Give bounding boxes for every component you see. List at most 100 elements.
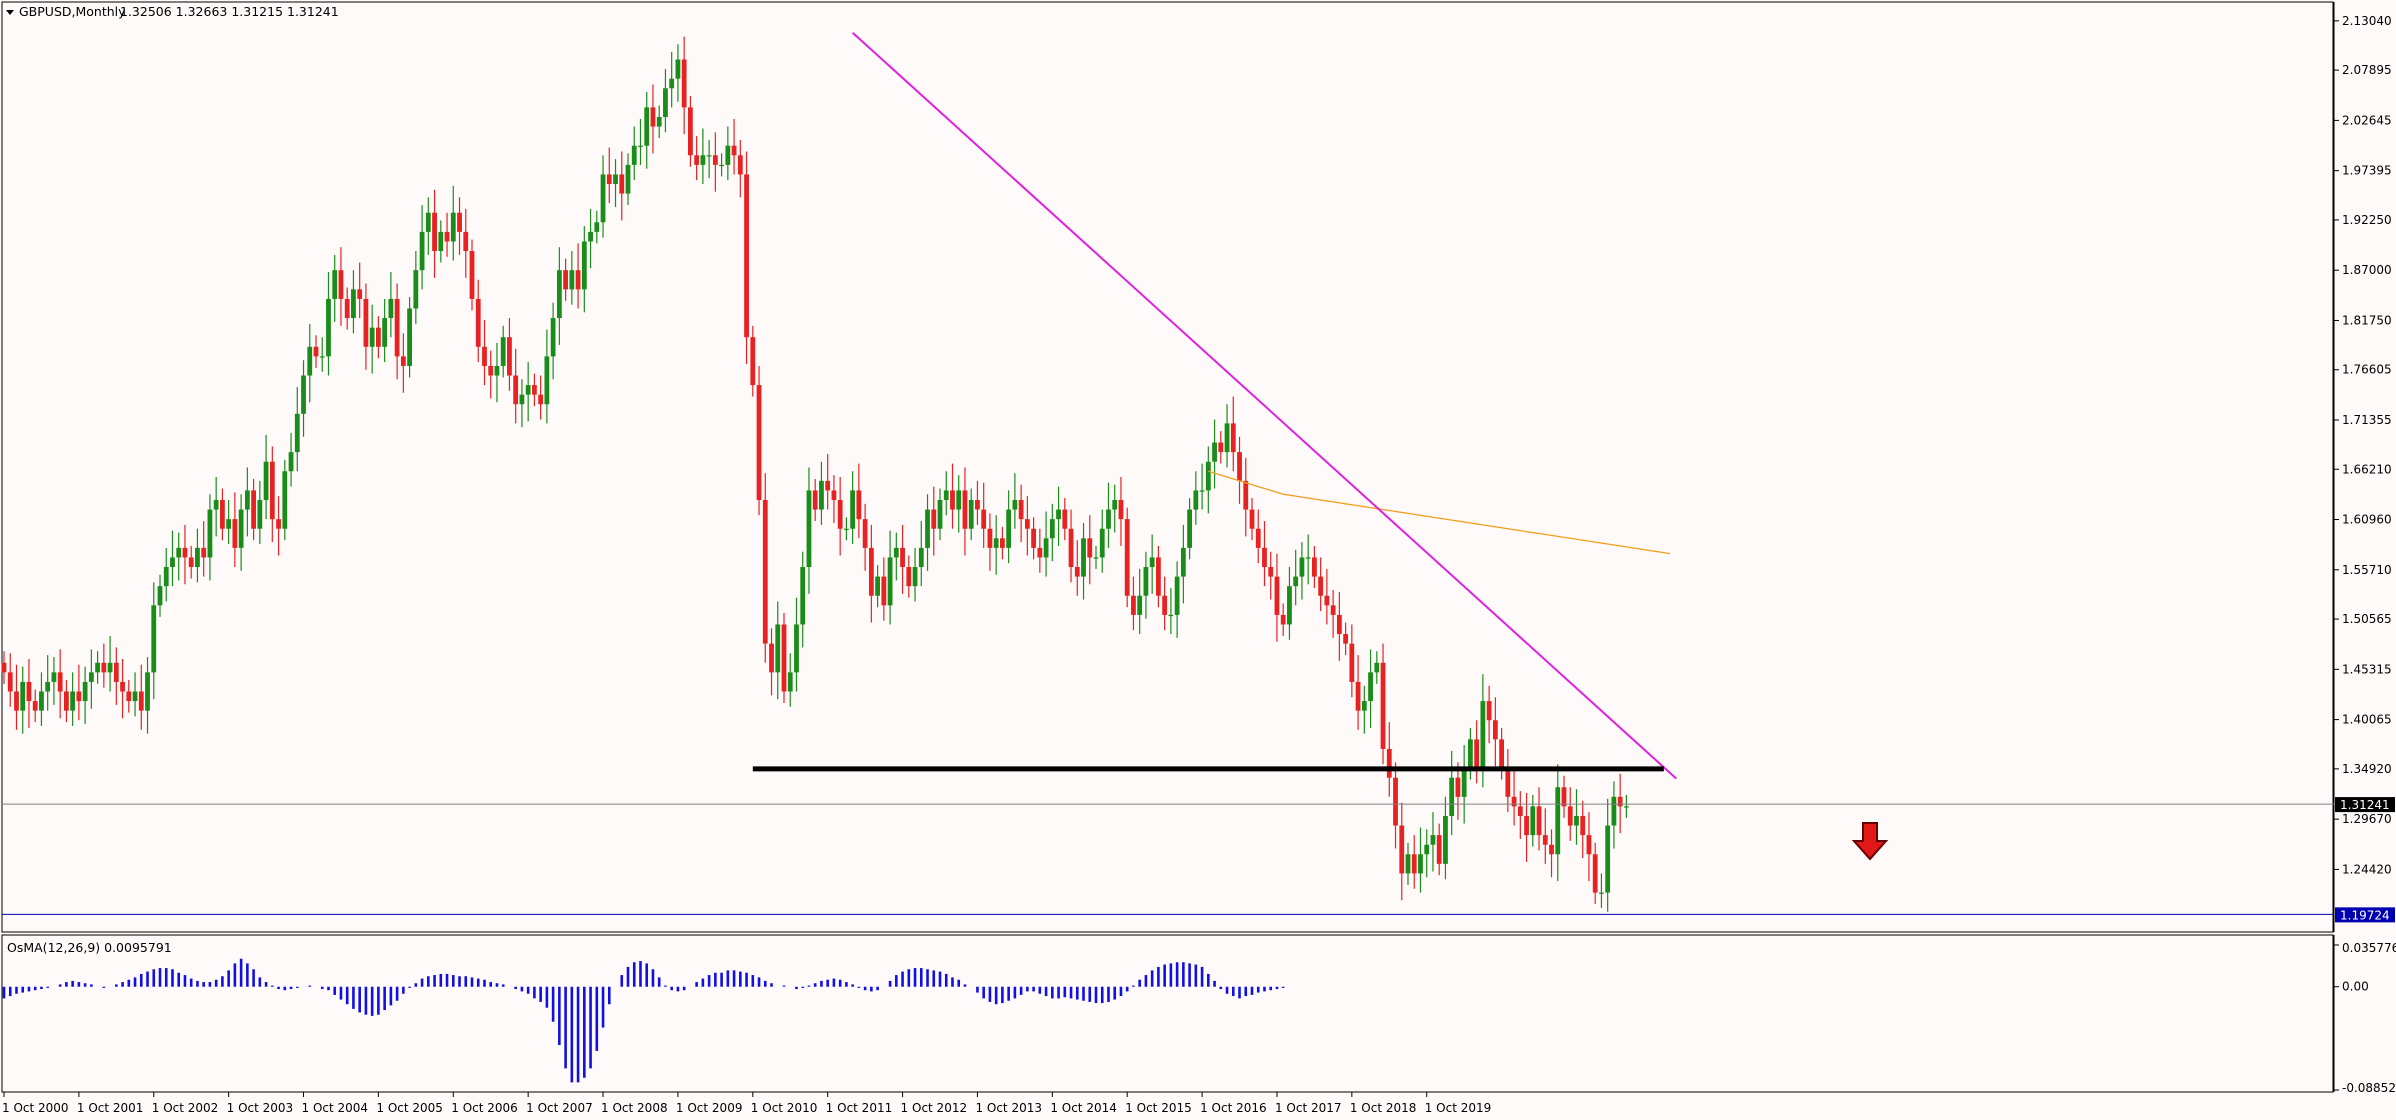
candle xyxy=(775,601,781,700)
candle xyxy=(64,680,69,723)
candle-body xyxy=(382,318,388,347)
time-tick-label: 1 Oct 2001 xyxy=(77,1101,144,1115)
candle-body xyxy=(1418,854,1423,874)
candle xyxy=(1037,528,1043,573)
candle-body xyxy=(138,691,144,711)
candle xyxy=(182,524,188,585)
time-tick-label: 1 Oct 2018 xyxy=(1350,1101,1417,1115)
candle-body xyxy=(1131,595,1136,615)
candle xyxy=(494,342,500,403)
candle-body xyxy=(201,547,207,558)
candle-body xyxy=(39,691,44,711)
candle xyxy=(769,628,774,696)
osma-histogram xyxy=(2,958,1285,1083)
candle-body xyxy=(981,509,987,529)
candle-body xyxy=(688,107,693,156)
candle xyxy=(563,258,568,301)
candle xyxy=(1386,722,1392,797)
candle xyxy=(1274,553,1280,642)
candle-body xyxy=(57,672,63,692)
candle xyxy=(226,499,232,545)
candle xyxy=(1561,775,1567,818)
candle-body xyxy=(1455,777,1461,797)
candle-body xyxy=(1168,614,1174,617)
symbol-dropdown-icon[interactable] xyxy=(6,10,14,15)
candle-body xyxy=(556,270,562,319)
candle-body xyxy=(251,490,256,529)
candle-body xyxy=(1099,528,1105,558)
candle-body xyxy=(993,538,999,548)
candle xyxy=(1081,522,1086,600)
candle-body xyxy=(1561,787,1567,807)
candle xyxy=(1530,794,1536,847)
candle xyxy=(1156,545,1161,608)
time-tick-label: 1 Oct 2015 xyxy=(1125,1101,1192,1115)
candle xyxy=(26,658,32,728)
price-tick-label: 1.71355 xyxy=(2342,413,2392,427)
candle xyxy=(937,488,943,541)
candle xyxy=(1617,773,1623,834)
candle-body xyxy=(1530,806,1536,836)
candle-body xyxy=(1380,662,1386,749)
candle-body xyxy=(1567,806,1573,826)
candle-body xyxy=(76,691,82,702)
candle xyxy=(244,467,250,537)
candle-body xyxy=(837,499,843,529)
candle-body xyxy=(226,519,232,529)
candle xyxy=(45,655,51,711)
time-tick-label: 1 Oct 2005 xyxy=(376,1101,443,1115)
candle xyxy=(756,365,762,516)
candle xyxy=(1243,457,1249,537)
candle-body xyxy=(987,528,993,548)
candle-body xyxy=(1449,777,1455,816)
candle xyxy=(1024,496,1030,556)
time-axis: 1 Oct 2000 1 Oct 2001 1 Oct 2002 1 Oct 2003… xyxy=(2,1092,1491,1115)
candle xyxy=(1368,649,1373,728)
candle-body xyxy=(812,490,818,510)
candle-body xyxy=(775,624,781,673)
candle xyxy=(444,212,450,257)
candle-body xyxy=(307,346,313,376)
candle xyxy=(107,635,113,692)
candle-body xyxy=(1580,815,1586,836)
candle-body xyxy=(975,499,980,510)
candle xyxy=(1224,404,1230,468)
time-tick-label: 1 Oct 2004 xyxy=(302,1101,369,1115)
candle xyxy=(307,323,313,403)
candle xyxy=(519,379,525,428)
candle-body xyxy=(619,174,625,194)
downtrend-line[interactable] xyxy=(851,31,1677,780)
candle-body xyxy=(968,499,974,529)
price-tick-label: 1.55710 xyxy=(2342,563,2392,577)
candle-body xyxy=(182,547,188,558)
candle xyxy=(1380,643,1386,765)
candle xyxy=(1355,655,1361,730)
candle-body xyxy=(425,212,431,232)
candle xyxy=(681,36,687,135)
candle-body xyxy=(494,365,500,376)
price-tick-label: 1.92250 xyxy=(2342,213,2392,227)
candle-body xyxy=(107,662,113,673)
candle-body xyxy=(1511,796,1517,807)
candle xyxy=(1492,697,1498,767)
candle-body xyxy=(712,155,718,165)
candle xyxy=(1255,509,1261,564)
candle xyxy=(7,653,13,707)
candle-body xyxy=(575,270,581,290)
candle xyxy=(744,151,749,365)
candle xyxy=(1018,484,1024,543)
candle-body xyxy=(794,624,799,673)
candle xyxy=(475,279,481,363)
candle xyxy=(556,247,562,345)
candle xyxy=(525,362,531,422)
candle-body xyxy=(787,672,793,692)
candle-body xyxy=(1349,643,1355,682)
candle xyxy=(1218,431,1224,464)
candle xyxy=(1162,576,1168,631)
candle xyxy=(1449,750,1455,836)
candle-body xyxy=(1230,423,1236,453)
candle-body xyxy=(1361,701,1367,711)
candle xyxy=(157,574,163,617)
candle-body xyxy=(844,528,849,530)
time-tick-label: 1 Oct 2014 xyxy=(1050,1101,1117,1115)
